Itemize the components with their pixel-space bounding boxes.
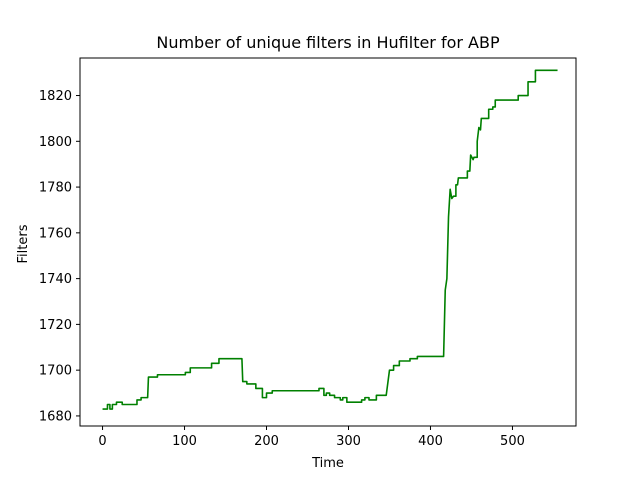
x-tick-label: 200 (254, 434, 279, 449)
y-tick-label: 1720 (39, 318, 72, 333)
x-tick-label: 0 (98, 434, 106, 449)
plot-area (79, 57, 577, 427)
x-tick-label: 100 (172, 434, 197, 449)
x-tick-label: 400 (418, 434, 443, 449)
plot-frame (79, 57, 577, 427)
y-tick-label: 1680 (39, 409, 72, 424)
x-tick-label: 300 (336, 434, 361, 449)
x-axis: 0 100 200 300 400 500 (98, 426, 525, 449)
x-tick-label: 500 (500, 434, 525, 449)
y-tick-label: 1740 (39, 272, 72, 287)
y-axis: 1680 1700 1720 1740 1760 1780 1800 1820 (39, 89, 80, 424)
y-axis-label: Filters (16, 224, 31, 263)
x-axis-label: Time (311, 456, 344, 471)
chart-title: Number of unique filters in Hufilter for… (156, 33, 500, 52)
y-tick-label: 1780 (39, 181, 72, 196)
y-tick-label: 1820 (39, 89, 72, 104)
series-line-0 (102, 69, 558, 410)
y-tick-label: 1700 (39, 364, 72, 379)
y-tick-label: 1760 (39, 226, 72, 241)
y-tick-label: 1800 (39, 135, 72, 150)
